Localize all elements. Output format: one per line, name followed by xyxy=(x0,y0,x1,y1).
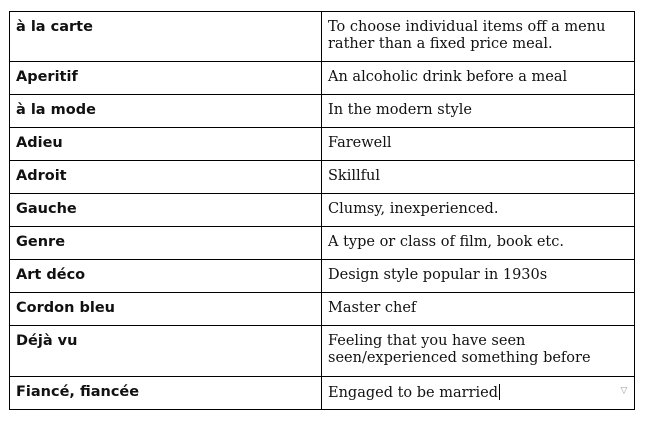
definition-cell-active[interactable]: Engaged to be married xyxy=(321,376,635,410)
definition-cell[interactable]: Design style popular in 1930s xyxy=(321,259,635,293)
definition-cell[interactable]: In the modern style xyxy=(321,94,635,128)
table-row: Adroit Skillful xyxy=(9,160,635,194)
term-cell[interactable]: Aperitif xyxy=(9,61,322,95)
term-cell[interactable]: Adieu xyxy=(9,127,322,161)
term-cell[interactable]: Déjà vu xyxy=(9,325,322,377)
table-row: Déjà vu Feeling that you have seen seen/… xyxy=(9,325,635,377)
term-cell[interactable]: Adroit xyxy=(9,160,322,194)
table-row: Cordon bleu Master chef xyxy=(9,292,635,326)
term-cell[interactable]: Fiancé, fiancée xyxy=(9,376,322,410)
term-cell[interactable]: à la mode xyxy=(9,94,322,128)
definition-cell[interactable]: Skillful xyxy=(321,160,635,194)
term-cell[interactable]: à la carte xyxy=(9,11,322,62)
definition-cell[interactable]: Master chef xyxy=(321,292,635,326)
term-cell[interactable]: Gauche xyxy=(9,193,322,227)
definition-cell[interactable]: Feeling that you have seen seen/experien… xyxy=(321,325,635,377)
term-cell[interactable]: Art déco xyxy=(9,259,322,293)
table-row: Gauche Clumsy, inexperienced. xyxy=(9,193,635,227)
triangle-down-icon[interactable]: ▽ xyxy=(620,386,628,396)
definition-cell[interactable]: A type or class of film, book etc. xyxy=(321,226,635,260)
definition-cell[interactable]: An alcoholic drink before a meal xyxy=(321,61,635,95)
definition-cell[interactable]: Clumsy, inexperienced. xyxy=(321,193,635,227)
text-cursor xyxy=(499,384,500,400)
definition-cell[interactable]: Farewell xyxy=(321,127,635,161)
definition-text: Engaged to be married xyxy=(328,385,498,401)
term-cell[interactable]: Cordon bleu xyxy=(9,292,322,326)
table-row: Adieu Farewell xyxy=(9,127,635,161)
term-cell[interactable]: Genre xyxy=(9,226,322,260)
table-row: à la mode In the modern style xyxy=(9,94,635,128)
table-row: Fiancé, fiancée Engaged to be married xyxy=(9,376,635,410)
table-row: à la carte To choose individual items of… xyxy=(9,11,635,62)
definition-cell[interactable]: To choose individual items off a menu ra… xyxy=(321,11,635,62)
table-row: Aperitif An alcoholic drink before a mea… xyxy=(9,61,635,95)
table-row: Genre A type or class of film, book etc. xyxy=(9,226,635,260)
vocabulary-table: à la carte To choose individual items of… xyxy=(9,11,635,410)
table-row: Art déco Design style popular in 1930s xyxy=(9,259,635,293)
